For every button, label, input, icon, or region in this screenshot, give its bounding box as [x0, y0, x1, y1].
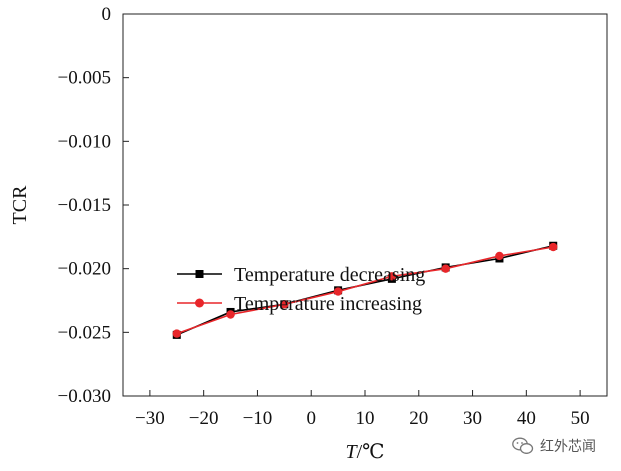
x-tick-label: 30 — [463, 408, 482, 429]
y-tick-label: −0.030 — [58, 386, 111, 407]
watermark-text: 红外芯闻 — [540, 439, 596, 455]
y-tick-label: −0.005 — [58, 68, 111, 89]
data-point — [495, 251, 504, 261]
x-tick-label: −30 — [135, 408, 165, 429]
data-point — [441, 264, 450, 273]
x-tick-label: 0 — [306, 408, 316, 429]
legend-label-increasing: Temperature increasing — [234, 293, 422, 315]
x-axis-label-unit: /℃ — [357, 441, 385, 463]
legend-marker-square-icon — [195, 270, 204, 278]
x-tick-label: 20 — [409, 408, 428, 429]
data-point — [172, 329, 181, 338]
data-point — [226, 310, 235, 319]
x-tick-label: −10 — [243, 408, 273, 429]
x-axis-label-symbol: T — [345, 441, 358, 463]
y-tick-label: −0.025 — [58, 322, 111, 343]
legend-label-decreasing: Temperature decreasing — [234, 264, 425, 286]
y-axis-label: TCR — [9, 185, 31, 225]
y-axis-ticks: −0.030 −0.025 −0.020 −0.015 −0.010 −0.005 0 — [58, 4, 129, 407]
legend-entry-increasing: Temperature increasing — [177, 293, 422, 315]
plot-frame — [122, 13, 608, 397]
series-layer — [172, 241, 558, 339]
legend: Temperature decreasing Temperature incre… — [177, 264, 425, 315]
series-line — [176, 246, 554, 335]
data-point — [280, 300, 289, 309]
legend-marker-circle-icon — [195, 298, 204, 308]
data-point — [549, 242, 558, 252]
series-increasing — [172, 242, 558, 338]
wechat-icon — [512, 437, 534, 454]
x-tick-label: 10 — [356, 408, 375, 429]
y-tick-label: −0.020 — [58, 259, 111, 280]
x-axis-label: T/℃ — [345, 441, 384, 463]
y-tick-label: 0 — [102, 4, 112, 25]
data-point — [333, 287, 343, 296]
x-tick-label: 50 — [571, 408, 590, 429]
data-point — [387, 272, 397, 281]
x-tick-label: −20 — [189, 408, 219, 429]
y-tick-label: −0.010 — [58, 131, 111, 152]
watermark: 红外芯闻 — [512, 436, 596, 456]
x-axis-ticks: −30 −20 −10 0 10 20 30 40 50 — [135, 390, 590, 429]
legend-entry-decreasing: Temperature decreasing — [177, 264, 425, 286]
x-tick-label: 40 — [517, 408, 536, 429]
y-tick-label: −0.015 — [58, 195, 111, 216]
